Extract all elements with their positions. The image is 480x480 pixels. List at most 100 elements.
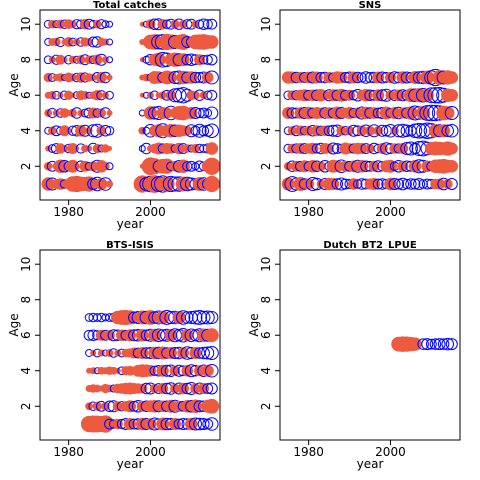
bubble-negative	[407, 123, 423, 138]
bubble-positive	[164, 71, 177, 84]
y-tick-label: 8	[259, 56, 273, 64]
bubble-negative	[415, 123, 431, 139]
bubble-positive	[175, 33, 192, 50]
plot-frame	[279, 249, 461, 441]
bubble-negative	[206, 18, 218, 30]
bubble-negative	[417, 338, 429, 350]
bubble-negative	[437, 338, 450, 350]
bubble-negative	[202, 54, 213, 65]
bubble-negative	[198, 54, 209, 65]
y-tick-label: 4	[259, 127, 273, 135]
panel: 1980 2000 2 4 6 8 10 year Age SNS	[247, 0, 461, 231]
bubble-negative	[376, 124, 389, 137]
bubble-positive	[143, 106, 158, 120]
bubble-positive	[373, 126, 383, 136]
bubble-positive	[204, 328, 219, 343]
bubble-negative	[409, 142, 421, 155]
bubble-positive	[95, 71, 107, 83]
bubble-positive	[335, 71, 348, 84]
bubble-negative	[105, 90, 114, 100]
bubble-positive	[440, 106, 455, 120]
bubble-positive	[116, 329, 128, 342]
bubble-positive	[65, 127, 72, 134]
bubble-positive	[205, 35, 219, 49]
bubble-positive	[170, 19, 180, 29]
bubble-positive	[188, 399, 203, 413]
plot-frame	[39, 249, 221, 441]
bubble-positive	[75, 72, 87, 83]
bubble-positive	[365, 125, 375, 136]
bubble-positive	[66, 159, 80, 173]
bubble-positive	[355, 159, 369, 173]
y-tick-label: 8	[259, 296, 273, 304]
bubble-positive	[75, 124, 87, 137]
bubble-positive	[136, 400, 148, 412]
bubble-positive	[161, 107, 173, 119]
bubble-positive	[105, 384, 114, 393]
bubble-positive	[408, 337, 422, 351]
bubble-positive	[89, 73, 97, 81]
bubble-positive	[48, 126, 57, 136]
y-axis-label: Age	[7, 73, 21, 96]
x-tick-label: 1980	[53, 205, 84, 219]
bubble-negative	[96, 19, 107, 30]
bubble-positive	[185, 71, 198, 84]
y-axis-label: Age	[247, 73, 261, 96]
y-tick-label: 4	[19, 367, 33, 375]
bubble-positive	[144, 418, 157, 430]
bubble-negative	[198, 125, 210, 137]
bubble-positive	[92, 90, 103, 101]
bubble-negative	[204, 123, 220, 138]
bubbles	[391, 336, 458, 352]
bubble-positive	[95, 329, 107, 341]
bubble-positive	[372, 71, 385, 84]
bubble-positive	[164, 399, 178, 413]
bubble-negative	[197, 418, 210, 431]
bubble-positive	[286, 71, 299, 84]
y-tick-label: 8	[19, 56, 33, 64]
bubble-positive	[96, 415, 115, 433]
bubble-positive	[79, 18, 91, 30]
bubble-negative	[445, 123, 459, 138]
bubble-positive	[107, 146, 113, 151]
bubble-positive	[339, 160, 351, 172]
x-axis-label: year	[357, 217, 384, 231]
bubble-negative	[173, 418, 185, 430]
bubble-positive	[303, 125, 314, 136]
bubble-negative	[352, 179, 363, 189]
bubble-negative	[188, 417, 202, 431]
y-tick-label: 10	[19, 17, 33, 32]
bubble-positive	[356, 125, 368, 136]
y-tick-label: 2	[259, 402, 273, 410]
bubble-negative	[197, 346, 210, 360]
x-tick-label: 1980	[53, 445, 84, 459]
bubble-positive	[368, 107, 380, 119]
bubble-positive	[158, 91, 167, 100]
bubble-negative	[198, 107, 210, 119]
bubble-negative	[138, 144, 146, 153]
bubble-negative	[401, 178, 412, 190]
bubble-positive	[384, 177, 397, 191]
bubble-positive	[92, 143, 102, 154]
bubble-negative	[419, 105, 436, 121]
y-tick-label: 10	[19, 257, 33, 272]
bubble-negative	[101, 20, 110, 29]
bubble-negative	[429, 338, 442, 350]
bubble-negative	[202, 19, 213, 30]
bubble-negative	[205, 310, 219, 325]
bubbles	[80, 309, 220, 433]
bubble-negative	[201, 346, 215, 360]
bubble-positive	[204, 398, 220, 414]
bubble-negative	[413, 178, 426, 191]
bubble-positive	[315, 161, 326, 172]
bubble-positive	[142, 73, 151, 82]
bubble-positive	[359, 106, 373, 120]
y-tick-label: 2	[19, 402, 33, 410]
bubble-positive	[356, 143, 368, 155]
bubble-negative	[411, 122, 427, 139]
bubble-positive	[190, 383, 201, 394]
bubble-positive	[169, 365, 181, 376]
bubble-positive	[185, 106, 198, 120]
bubble-positive	[290, 160, 302, 172]
bubble-negative	[400, 124, 414, 138]
